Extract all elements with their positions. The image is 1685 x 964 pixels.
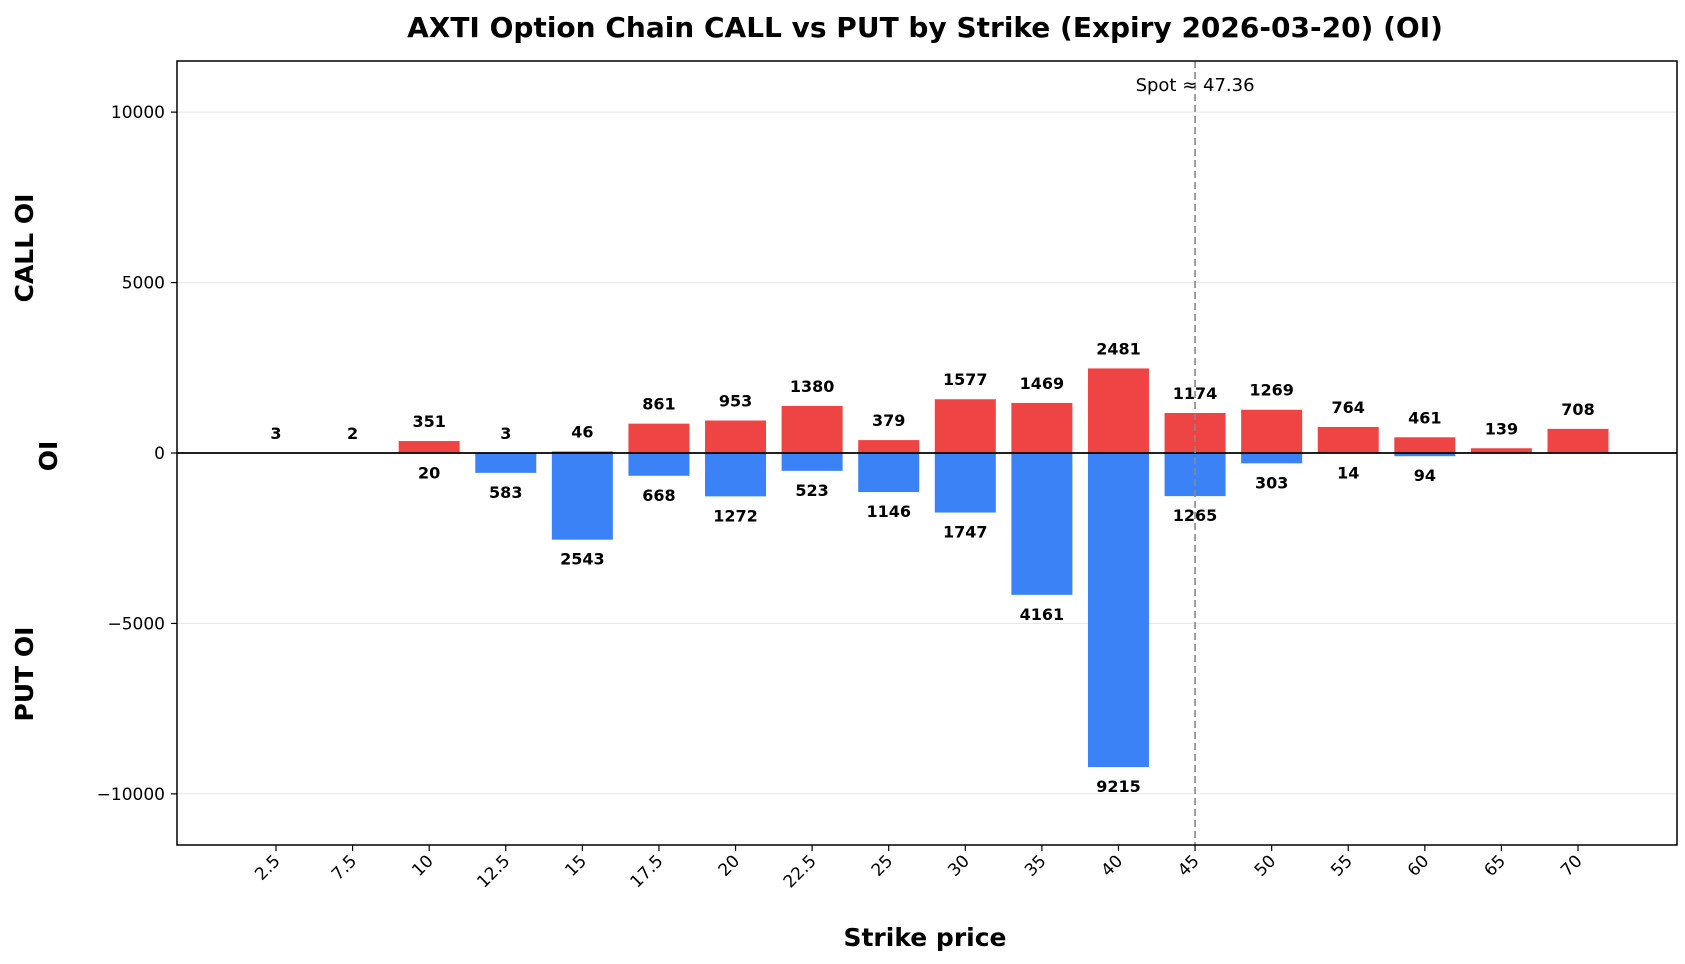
put-value-label: 94 — [1414, 466, 1436, 485]
call-value-label: 461 — [1408, 408, 1441, 427]
x-tick-label: 15 — [561, 851, 590, 880]
call-value-label: 953 — [719, 392, 752, 411]
call-value-label: 764 — [1332, 398, 1365, 417]
call-value-label: 2 — [347, 424, 358, 443]
x-tick-label: 45 — [1174, 851, 1203, 880]
put-value-label: 303 — [1255, 473, 1288, 492]
y-axis-call-title: CALL OI — [10, 194, 39, 303]
call-value-label: 708 — [1561, 400, 1594, 419]
x-tick-label: 70 — [1557, 851, 1586, 880]
y-axis-ticks: 10000 5000 0 −5000 −10000 — [97, 103, 177, 805]
y-axis-put-title: PUT OI — [10, 627, 39, 722]
put-bar — [551, 453, 613, 540]
put-bar — [781, 453, 843, 471]
call-bar — [1547, 428, 1609, 453]
call-value-label: 139 — [1485, 419, 1518, 438]
data-labels: 3 2 351 20 3 583 46 2543 861 668 953 1272 1380 523 379… — [270, 339, 1594, 796]
y-tick-label: 5000 — [122, 274, 165, 294]
x-tick-label: 55 — [1327, 851, 1356, 880]
put-bar — [858, 453, 920, 493]
x-tick-label: 35 — [1021, 851, 1050, 880]
grid-lines — [177, 111, 1677, 795]
put-value-label: 20 — [418, 464, 440, 483]
call-bar — [628, 423, 690, 453]
bars — [245, 368, 1609, 768]
x-tick-label: 60 — [1404, 851, 1433, 880]
call-value-label: 1577 — [943, 370, 988, 389]
call-value-label: 1380 — [790, 377, 835, 396]
x-tick-label: 50 — [1251, 851, 1280, 880]
put-bar — [705, 453, 767, 497]
call-value-label: 2481 — [1096, 339, 1141, 358]
x-tick-label: 2.5 — [251, 851, 284, 884]
call-value-label: 3 — [500, 424, 511, 443]
call-value-label: 1469 — [1020, 374, 1065, 393]
call-bar — [1317, 426, 1379, 453]
call-bar — [934, 399, 996, 453]
chart-title: AXTI Option Chain CALL vs PUT by Strike … — [407, 11, 1443, 44]
spot-label: Spot ≈ 47.36 — [1136, 75, 1255, 96]
x-tick-label: 7.5 — [328, 851, 361, 884]
call-value-label: 46 — [571, 422, 593, 441]
x-axis-ticks: 2.5 7.5 10 12.5 15 17.5 20 22.5 25 30 35 40 45 50 55 60… — [251, 845, 1587, 892]
call-bar — [1087, 368, 1149, 453]
put-bar — [1241, 453, 1303, 464]
call-bar — [1470, 448, 1532, 453]
call-value-label: 861 — [642, 395, 675, 414]
call-bar — [1011, 402, 1073, 453]
put-bar — [628, 453, 690, 476]
call-value-label: 1174 — [1173, 384, 1218, 403]
put-value-label: 1747 — [943, 523, 988, 542]
put-value-label: 4161 — [1020, 605, 1065, 624]
put-value-label: 1272 — [713, 506, 758, 525]
x-tick-label: 12.5 — [473, 851, 514, 892]
put-bar — [1087, 453, 1149, 768]
call-value-label: 3 — [270, 424, 281, 443]
call-value-label: 379 — [872, 411, 905, 430]
call-value-label: 1269 — [1249, 381, 1294, 400]
put-bar — [475, 453, 537, 473]
y-axis-title: OI — [34, 441, 63, 472]
put-value-label: 1265 — [1173, 506, 1218, 525]
put-value-label: 523 — [795, 481, 828, 500]
call-bar — [705, 420, 767, 453]
x-tick-label: 20 — [715, 851, 744, 880]
x-tick-label: 65 — [1481, 851, 1510, 880]
y-tick-label: 0 — [154, 444, 165, 464]
call-bar — [1394, 437, 1456, 453]
x-tick-label: 40 — [1098, 851, 1127, 880]
put-value-label: 1146 — [866, 502, 911, 521]
call-bar — [781, 405, 843, 453]
put-bar — [934, 453, 996, 513]
call-bar — [1241, 409, 1303, 453]
x-tick-label: 22.5 — [780, 851, 821, 892]
y-tick-label: 10000 — [111, 103, 165, 123]
call-bar — [858, 440, 920, 453]
plot-frame — [176, 60, 1678, 846]
put-value-label: 9215 — [1096, 777, 1141, 796]
x-tick-label: 30 — [944, 851, 973, 880]
put-value-label: 14 — [1337, 463, 1359, 482]
put-value-label: 668 — [642, 486, 675, 505]
put-bar — [1011, 453, 1073, 595]
put-bar — [1394, 453, 1456, 457]
y-tick-label: −5000 — [107, 614, 165, 634]
put-value-label: 583 — [489, 483, 522, 502]
call-bar — [398, 441, 460, 453]
y-tick-label: −10000 — [97, 785, 165, 805]
call-value-label: 351 — [412, 412, 445, 431]
put-value-label: 2543 — [560, 550, 605, 569]
x-tick-label: 10 — [408, 851, 437, 880]
x-axis-title: Strike price — [843, 923, 1006, 952]
x-tick-label: 25 — [868, 851, 897, 880]
x-tick-label: 17.5 — [627, 851, 668, 892]
